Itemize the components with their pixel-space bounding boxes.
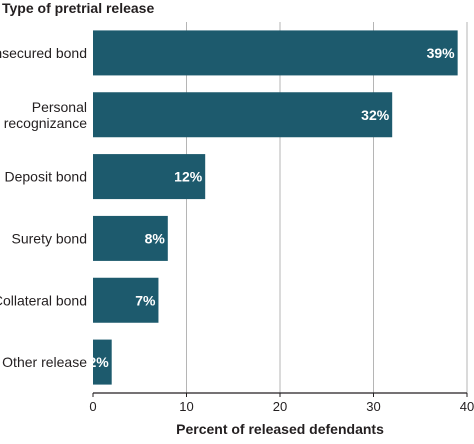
category-label-line: Surety bond [12,230,88,246]
x-tick-label-20: 20 [273,399,287,414]
category-label-line: Personal [32,99,87,115]
data-label-4: 7% [135,292,156,308]
chart-title: Type of pretrial release [2,0,154,16]
category-label-line: Other release [2,354,87,370]
bars: 39% 32% 12% 8% 7% 2% [88,30,458,385]
bar-3 [93,215,168,261]
gridlines [186,22,468,393]
category-label-3: Surety bond [12,230,88,246]
bar-0 [93,30,458,76]
x-axis-ticks: 0 10 20 30 40 [89,393,474,414]
x-tick-label-40: 40 [460,399,474,414]
category-label-line: Unsecured bond [0,45,87,61]
bar-2 [93,154,206,200]
bar-1 [93,92,393,138]
x-tick-label-10: 10 [179,399,193,414]
data-label-3: 8% [145,230,166,246]
data-label-5: 2% [88,354,109,370]
category-label-5: Other release [2,354,87,370]
x-axis-label: Percent of released defendants [176,421,384,437]
bar-4 [93,277,159,323]
x-tick-label-0: 0 [89,399,96,414]
data-label-1: 32% [361,107,390,123]
category-label-1: Personal recognizance [4,99,87,131]
category-label-4: Collateral bond [0,292,87,308]
category-label-line: Deposit bond [4,169,87,185]
data-label-0: 39% [427,45,456,61]
x-tick-label-30: 30 [366,399,380,414]
category-label-line: Collateral bond [0,292,87,308]
data-label-2: 12% [174,169,203,185]
category-label-line: recognizance [4,115,87,131]
category-label-2: Deposit bond [4,169,87,185]
bar-5 [93,339,112,385]
category-label-0: Unsecured bond [0,45,87,61]
